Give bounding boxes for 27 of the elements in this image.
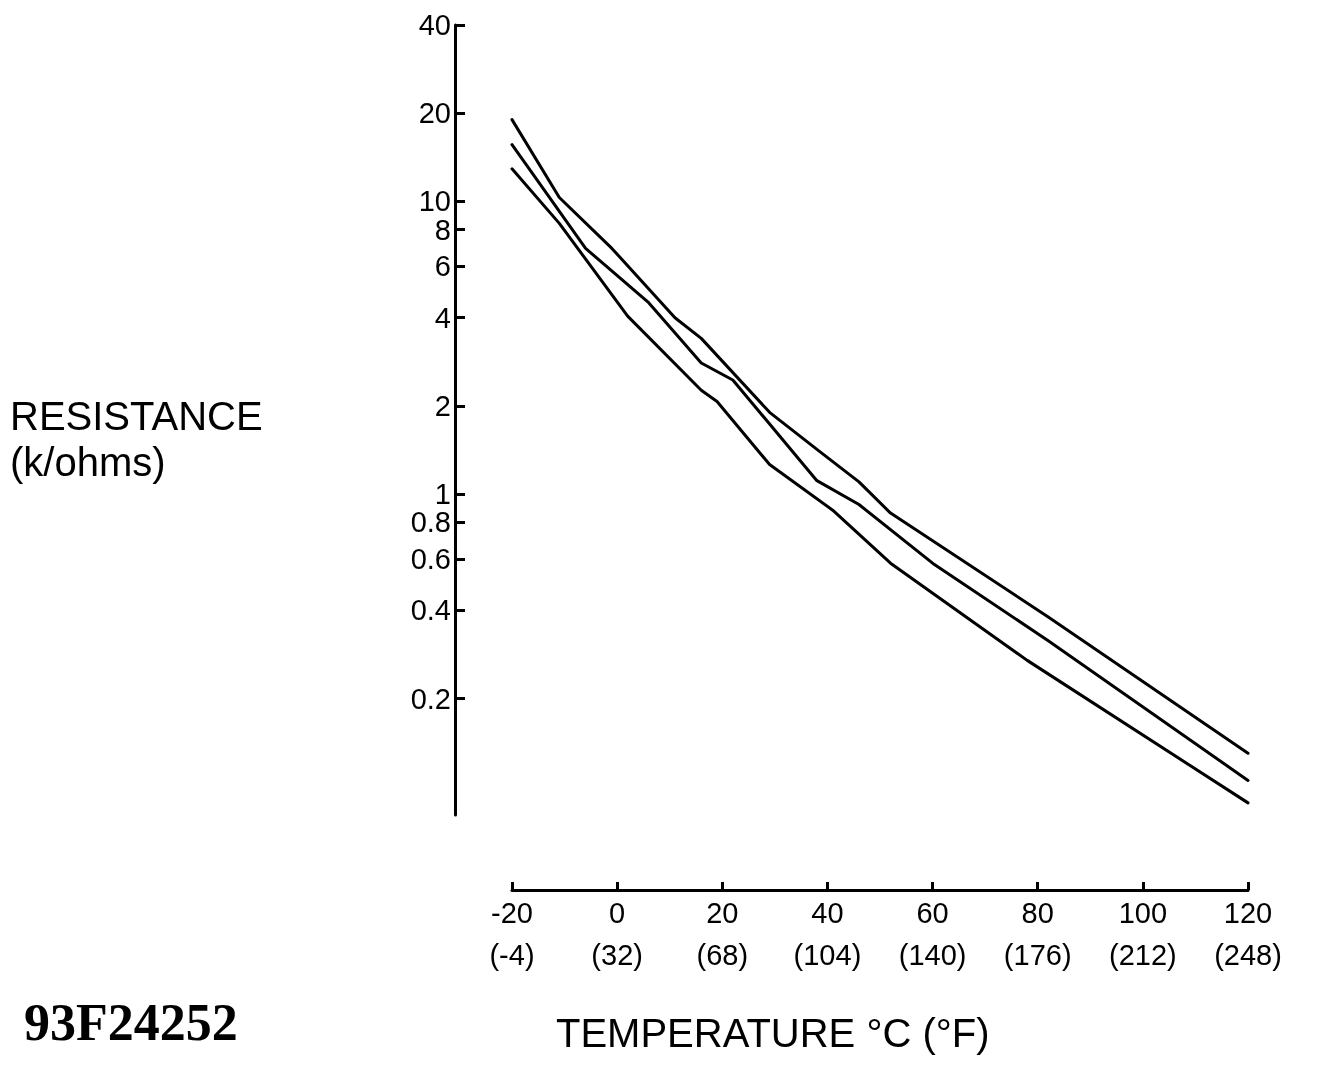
- y-tick-label: 0.6: [410, 542, 451, 575]
- y-tick-label: 6: [434, 250, 451, 283]
- x2-tick-label: (212): [1109, 938, 1177, 971]
- x2-tick-label: (32): [591, 938, 643, 971]
- x-tick-label: 100: [1118, 896, 1168, 929]
- x-tick-label: 60: [916, 896, 949, 929]
- y-tick-label: 0.2: [410, 682, 451, 715]
- y-tick-label: 2: [434, 389, 451, 422]
- x2-tick-label: (140): [898, 938, 967, 971]
- x-tick-label: 80: [1021, 896, 1054, 929]
- x2-tick-label: (104): [793, 938, 862, 971]
- x2-tick-label: (176): [1003, 938, 1072, 971]
- y-tick-label: 4: [434, 301, 451, 334]
- x-tick-label: 40: [811, 896, 844, 929]
- y-tick-label: 0.4: [410, 594, 451, 627]
- text: 93F24252: [24, 993, 238, 1051]
- x2-tick-label: (68): [696, 938, 749, 971]
- x-tick-label: 20: [706, 896, 739, 929]
- x2-tick-label: (-4): [489, 938, 535, 971]
- x2-tick-label: (248): [1214, 938, 1282, 971]
- y-tick-label: 40: [418, 9, 451, 41]
- x-tick-label: 0: [609, 896, 626, 929]
- x-tick-label: 120: [1223, 896, 1273, 929]
- y-tick-label: 20: [418, 97, 451, 130]
- x-tick-label: -20: [491, 896, 533, 929]
- y-axis-title: RESISTANCE (k/ohms): [10, 394, 263, 484]
- x-axis-title: TEMPERATURE °C (°F): [556, 1011, 990, 1055]
